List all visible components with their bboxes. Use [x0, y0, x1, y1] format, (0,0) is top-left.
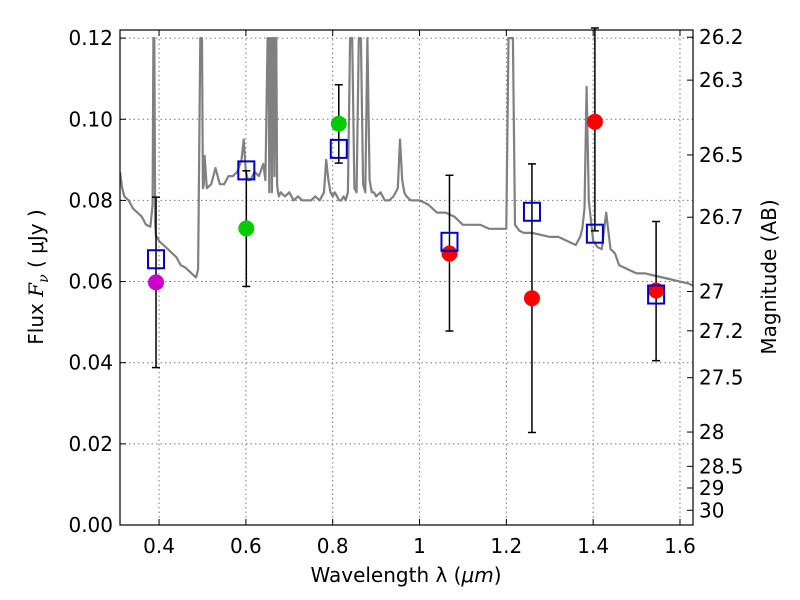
mag-tick-label: 29	[699, 476, 724, 500]
x-tick-label: 0.6	[230, 534, 262, 558]
y-axis-ticks: 0.00 0.02 0.04 0.06 0.08 0.10 0.12	[68, 26, 126, 537]
mag-tick-label: 28	[699, 420, 724, 444]
model-flux-square	[585, 223, 604, 244]
model-flux-square	[147, 249, 166, 270]
x-tick-label: 1	[413, 534, 426, 558]
x-axis-label: Wavelength λ (μm)	[310, 563, 501, 587]
mag-tick-label: 30	[699, 498, 724, 522]
y-axis-label: Flux Fν ( μJy )	[24, 209, 52, 344]
y-tick-label: 0.02	[68, 432, 113, 456]
grid-lines	[120, 30, 693, 526]
mag-tick-label: 27.2	[699, 319, 744, 343]
model-flux-square	[237, 160, 256, 181]
mag-tick-label: 26.2	[699, 25, 744, 49]
model-flux-square	[440, 231, 459, 252]
observed-flux-point	[586, 113, 603, 130]
observed-flux-point	[330, 115, 347, 132]
observed-flux-point	[148, 274, 165, 291]
right-axis-label: Magnitude (AB)	[757, 199, 781, 354]
mag-tick-label: 27.5	[699, 366, 744, 390]
model-flux-square	[522, 201, 541, 222]
x-tick-label: 0.8	[317, 534, 349, 558]
y-tick-label: 0.00	[68, 513, 113, 537]
y-tick-label: 0.12	[68, 26, 113, 50]
template-spectrum-line	[120, 37, 693, 287]
plot-frame	[119, 29, 694, 526]
x-axis-ticks: 0.4 0.6 0.8 1 1.2 1.4 1.6	[143, 30, 696, 558]
observed-flux-point	[523, 290, 540, 307]
mag-tick-label: 27	[699, 280, 724, 304]
y-tick-label: 0.10	[68, 107, 113, 131]
error-bars	[152, 27, 661, 434]
x-tick-label: 1.4	[577, 534, 609, 558]
mag-tick-label: 26.5	[699, 143, 744, 167]
y-tick-label: 0.06	[68, 270, 113, 294]
mag-tick-label: 28.5	[699, 454, 744, 478]
mag-tick-label: 26.3	[699, 68, 744, 92]
mag-tick-label: 26.7	[699, 205, 744, 229]
x-tick-label: 1.6	[664, 534, 696, 558]
model-photometry-squares	[147, 138, 666, 305]
observed-flux-point	[238, 220, 255, 237]
observed-flux-point	[441, 245, 458, 262]
y-tick-label: 0.08	[68, 188, 113, 212]
x-tick-label: 0.4	[143, 534, 175, 558]
model-flux-square	[329, 138, 348, 159]
y-tick-label: 0.04	[68, 351, 113, 375]
x-tick-label: 1.2	[490, 534, 522, 558]
model-flux-square	[647, 284, 666, 305]
